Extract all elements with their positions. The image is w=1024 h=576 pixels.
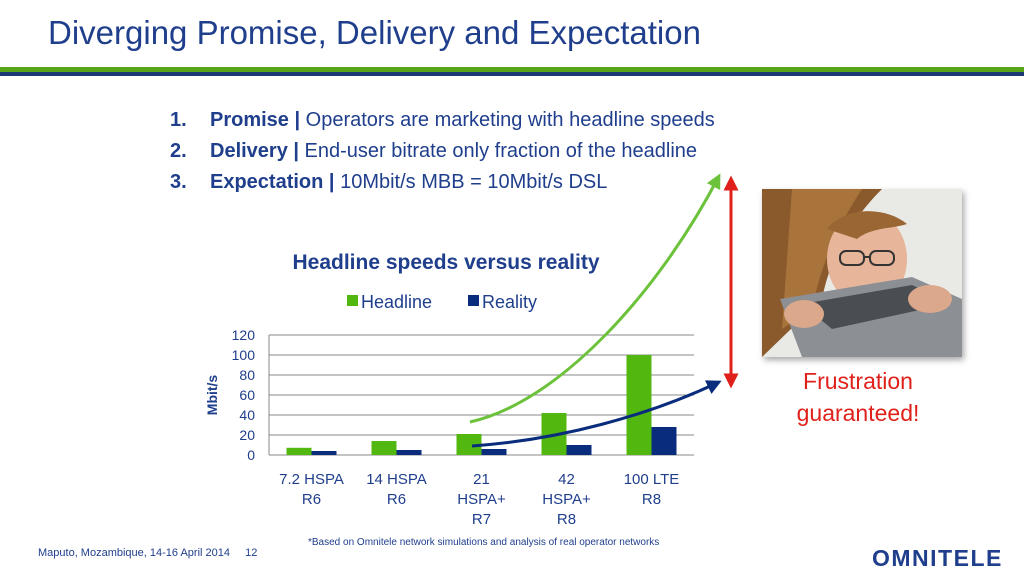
title-rule-green	[0, 67, 1024, 72]
frustration-callout: Frustration guaranteed!	[760, 365, 956, 429]
omnitele-logo: OMNITELE	[872, 545, 1003, 571]
x-tick-label: R8	[642, 491, 661, 508]
callout-line-2: guaranteed!	[796, 400, 920, 426]
legend-swatch	[347, 295, 358, 306]
y-tick-label: 40	[239, 407, 255, 423]
legend-swatch	[468, 295, 479, 306]
bullet-list: 1. Promise | Operators are marketing with…	[170, 105, 715, 198]
bullet-delivery: 2. Delivery | End-user bitrate only fract…	[170, 136, 715, 167]
bullet-number: 2.	[170, 140, 187, 162]
bar-headline	[626, 355, 652, 455]
headline-trend-arrow	[469, 173, 721, 424]
x-tick-label: 7.2 HSPA	[279, 471, 344, 488]
bar-reality	[481, 449, 507, 455]
y-tick-label: 120	[232, 327, 256, 343]
bar-reality	[396, 450, 422, 455]
y-axis-ticks: 0 20 40 60 80 100 120	[232, 327, 256, 463]
bullet-term: Expectation |	[210, 171, 335, 193]
x-tick-label: R6	[387, 491, 406, 508]
x-tick-label: HSPA+	[457, 491, 506, 508]
bar-headline	[371, 441, 397, 455]
bullet-text: End-user bitrate only fraction of the he…	[298, 140, 698, 162]
bullet-term: Delivery |	[210, 140, 299, 162]
footnote: *Based on Omnitele network simulations a…	[308, 537, 660, 548]
x-tick-label: HSPA+	[542, 491, 591, 508]
chart-title: Headline speeds versus reality	[293, 251, 600, 274]
x-axis-labels: 7.2 HSPA R6 14 HSPA R6 21 HSPA+ R7 42 HSPA+ R8 100…	[279, 471, 679, 528]
bullet-expectation: 3. Expectation | 10Mbit/s MBB = 10Mbit/s …	[170, 167, 715, 198]
y-tick-label: 0	[247, 447, 255, 463]
bullet-term: Promise |	[210, 109, 301, 131]
y-tick-label: 80	[239, 367, 255, 383]
footer-event: Maputo, Mozambique, 14-16 April 2014 12	[38, 547, 257, 559]
footer-event-text: Maputo, Mozambique, 14-16 April 2014	[38, 547, 231, 559]
y-tick-label: 60	[239, 387, 255, 403]
x-tick-label: R6	[302, 491, 321, 508]
y-tick-label: 20	[239, 427, 255, 443]
y-tick-label: 100	[232, 347, 256, 363]
x-tick-label: 100 LTE	[624, 471, 680, 488]
x-tick-label: R7	[472, 511, 491, 528]
bullet-text: 10Mbit/s MBB = 10Mbit/s DSL	[334, 171, 608, 193]
title-rule-blue	[0, 72, 1024, 76]
page-number: 12	[245, 547, 258, 559]
bullet-promise: 1. Promise | Operators are marketing with…	[170, 105, 715, 136]
x-tick-label: 42	[558, 471, 575, 488]
chart-bars	[286, 355, 677, 455]
bar-reality	[311, 451, 337, 455]
y-axis-label: Mbit/s	[204, 375, 220, 416]
x-tick-label: 14 HSPA	[366, 471, 427, 488]
bar-headline	[456, 434, 482, 455]
bullet-number: 3.	[170, 171, 187, 193]
frustrated-person-photo	[762, 189, 962, 357]
reality-trend-arrow	[471, 380, 722, 448]
x-tick-label: 21	[473, 471, 490, 488]
callout-line-1: Frustration	[803, 368, 913, 394]
legend-label: Reality	[482, 292, 537, 312]
chart-legend: Headline Reality	[347, 292, 537, 312]
bullet-text: Operators are marketing with headline sp…	[300, 109, 715, 131]
bar-reality	[566, 445, 592, 455]
bullet-number: 1.	[170, 109, 187, 131]
bar-headline	[286, 447, 312, 455]
bar-reality	[651, 427, 677, 455]
slide-title: Diverging Promise, Delivery and Expectat…	[48, 14, 701, 51]
legend-label: Headline	[361, 292, 432, 312]
x-tick-label: R8	[557, 511, 576, 528]
